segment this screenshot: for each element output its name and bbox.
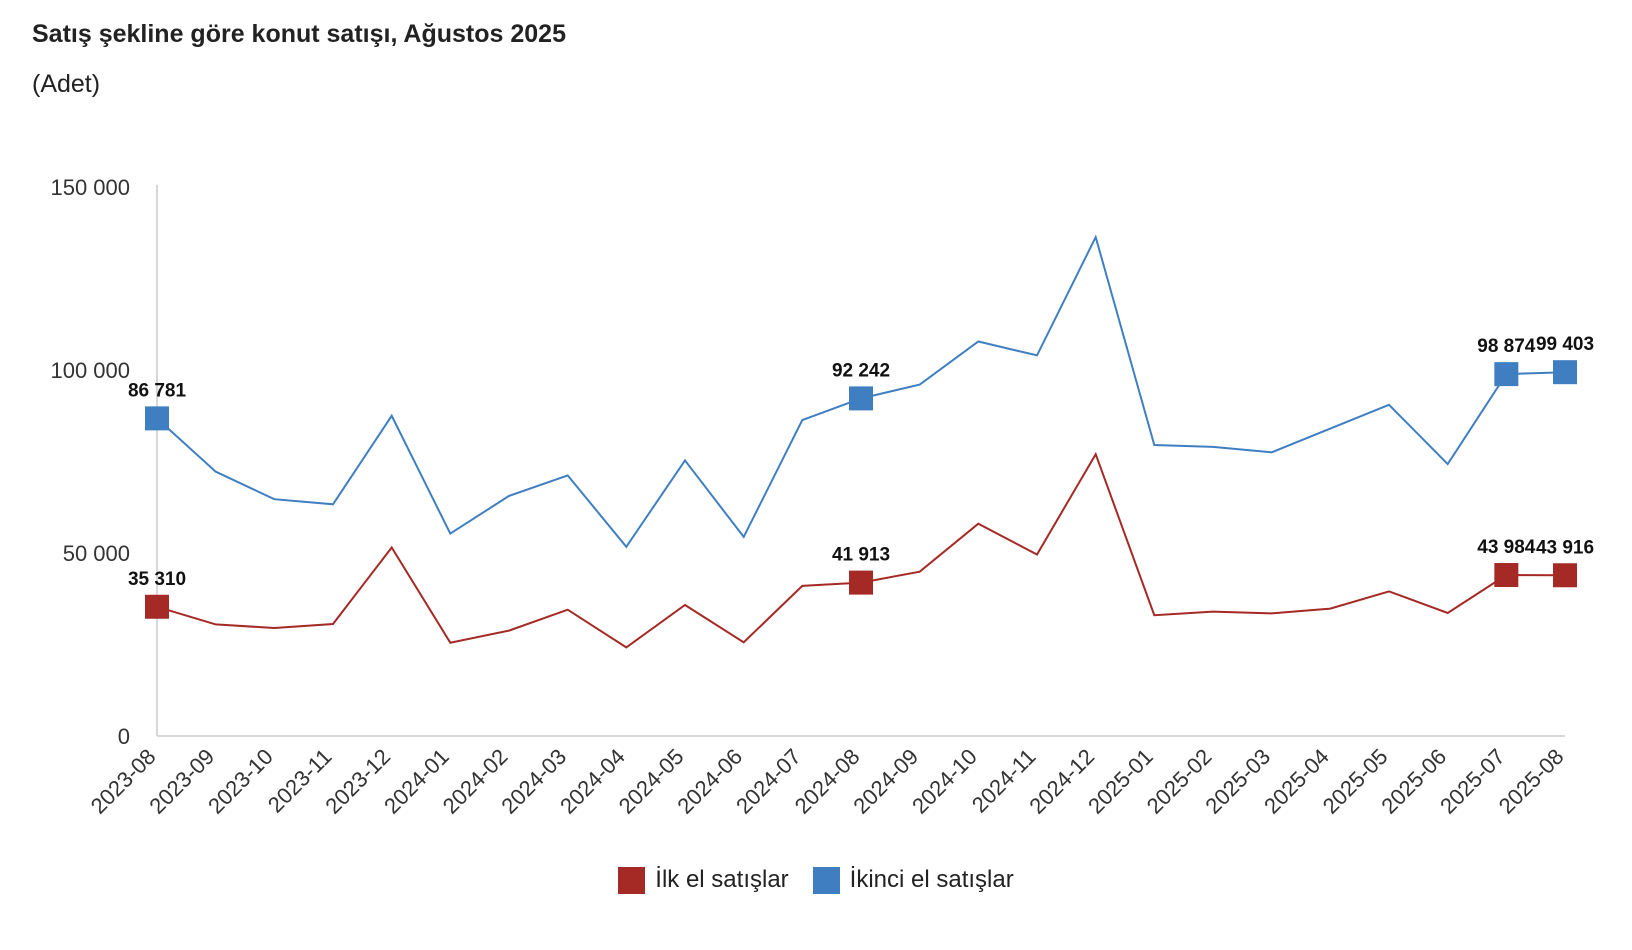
data-point-marker <box>849 386 873 411</box>
data-point-marker <box>145 406 169 431</box>
y-tick-label: 100 000 <box>50 358 130 383</box>
x-tick-label: 2025-08 <box>1494 744 1569 819</box>
data-point-marker <box>1494 563 1519 588</box>
data-label: 99 403 <box>1536 334 1594 355</box>
x-tick-label: 2025-02 <box>1142 744 1217 819</box>
y-tick-label: 0 <box>118 724 130 749</box>
legend-label-ikinci: İkinci el satışlar <box>849 866 1014 893</box>
data-point-marker <box>1553 360 1577 385</box>
x-tick-label: 2025-05 <box>1318 744 1393 819</box>
legend-swatch-ilk <box>618 866 646 894</box>
x-tick-label: 2024-07 <box>731 744 806 819</box>
data-label: 86 781 <box>128 380 187 401</box>
data-label: 41 913 <box>832 545 890 566</box>
data-point-marker <box>849 570 873 595</box>
x-tick-label: 2024-08 <box>790 744 865 819</box>
data-point-marker <box>145 594 169 619</box>
x-tick-label: 2025-04 <box>1259 744 1334 819</box>
legend-label-ilk: İlk el satışlar <box>655 866 789 893</box>
x-tick-label: 2024-04 <box>555 744 630 819</box>
x-tick-label: 2024-05 <box>614 744 689 819</box>
data-label: 43 984 <box>1477 537 1536 558</box>
x-tick-label: 2025-06 <box>1376 744 1451 819</box>
legend-item-ikinci: İkinci el satışlar <box>812 866 1014 894</box>
x-tick-label: 2025-01 <box>1083 744 1158 819</box>
x-tick-label: 2024-03 <box>496 744 571 819</box>
data-point-marker <box>1553 563 1577 588</box>
y-tick-label: 150 000 <box>50 175 130 200</box>
data-label: 98 874 <box>1477 336 1536 357</box>
legend: İlk el satışlar İkinci el satışlar <box>0 866 1632 894</box>
x-tick-label: 2024-06 <box>672 744 747 819</box>
legend-item-ilk: İlk el satışlar <box>618 866 789 894</box>
data-label: 92 242 <box>832 360 890 381</box>
x-tick-label: 2023-12 <box>320 744 395 819</box>
x-tick-label: 2023-08 <box>86 744 161 819</box>
x-tick-label: 2025-03 <box>1200 744 1275 819</box>
x-tick-label: 2024-09 <box>848 744 923 819</box>
data-label: 35 310 <box>128 569 186 590</box>
x-tick-label: 2023-10 <box>203 744 278 819</box>
x-tick-label: 2024-12 <box>1024 744 1099 819</box>
data-label: 43 916 <box>1536 537 1594 558</box>
x-tick-label: 2025-07 <box>1435 744 1510 819</box>
chart-title: Satış şekline göre konut satışı, Ağustos… <box>32 20 566 48</box>
x-tick-label: 2024-10 <box>907 744 982 819</box>
data-point-marker <box>1494 362 1519 387</box>
legend-swatch-ikinci <box>812 866 840 894</box>
x-tick-label: 2024-01 <box>379 744 454 819</box>
x-tick-label: 2023-09 <box>144 744 219 819</box>
chart-subtitle: (Adet) <box>32 70 101 98</box>
x-tick-label: 2024-02 <box>438 744 513 819</box>
y-tick-label: 50 000 <box>63 541 130 566</box>
